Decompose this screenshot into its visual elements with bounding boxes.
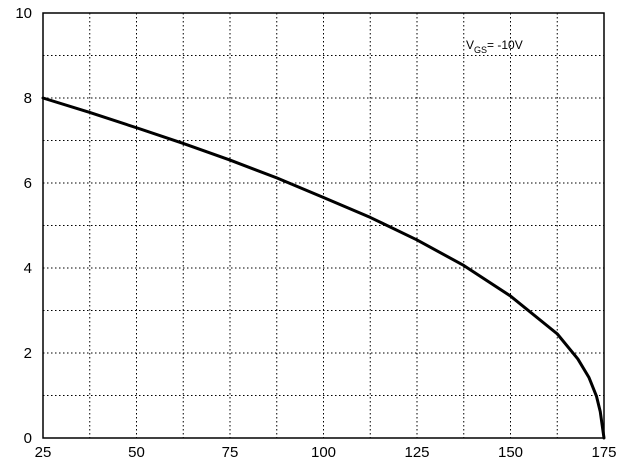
y-tick-label: 8 (24, 90, 32, 107)
x-tick-label: 100 (311, 444, 336, 461)
y-tick-label: 6 (24, 175, 32, 192)
y-tick-label: 10 (15, 5, 32, 22)
y-tick-label: 2 (24, 345, 32, 362)
y-tick-label: 0 (24, 430, 32, 447)
vgs-annotation-main: V (466, 38, 474, 52)
grid (43, 13, 604, 438)
x-tick-label: 75 (222, 444, 239, 461)
x-tick-label: 125 (404, 444, 429, 461)
tick-labels: 25 50 75 100 125 150 175 0 2 4 6 8 10 (15, 5, 616, 461)
vgs-annotation-rest: = -10V (487, 38, 523, 52)
x-tick-label: 150 (498, 444, 523, 461)
x-tick-label: 175 (591, 444, 616, 461)
plot-frame (42, 12, 605, 439)
y-tick-label: 4 (24, 260, 32, 277)
x-tick-label: 25 (35, 444, 52, 461)
x-tick-label: 50 (128, 444, 145, 461)
series-line (41, 96, 606, 440)
vgs-annotation: VGS= -10V (466, 38, 523, 55)
vgs-annotation-sub: GS (474, 45, 487, 55)
